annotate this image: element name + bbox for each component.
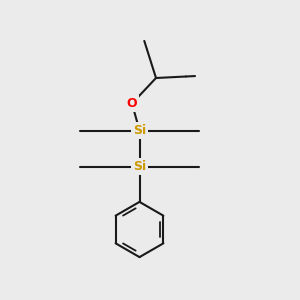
Text: Si: Si [133,160,146,173]
Text: O: O [127,97,137,110]
Text: Si: Si [133,124,146,137]
